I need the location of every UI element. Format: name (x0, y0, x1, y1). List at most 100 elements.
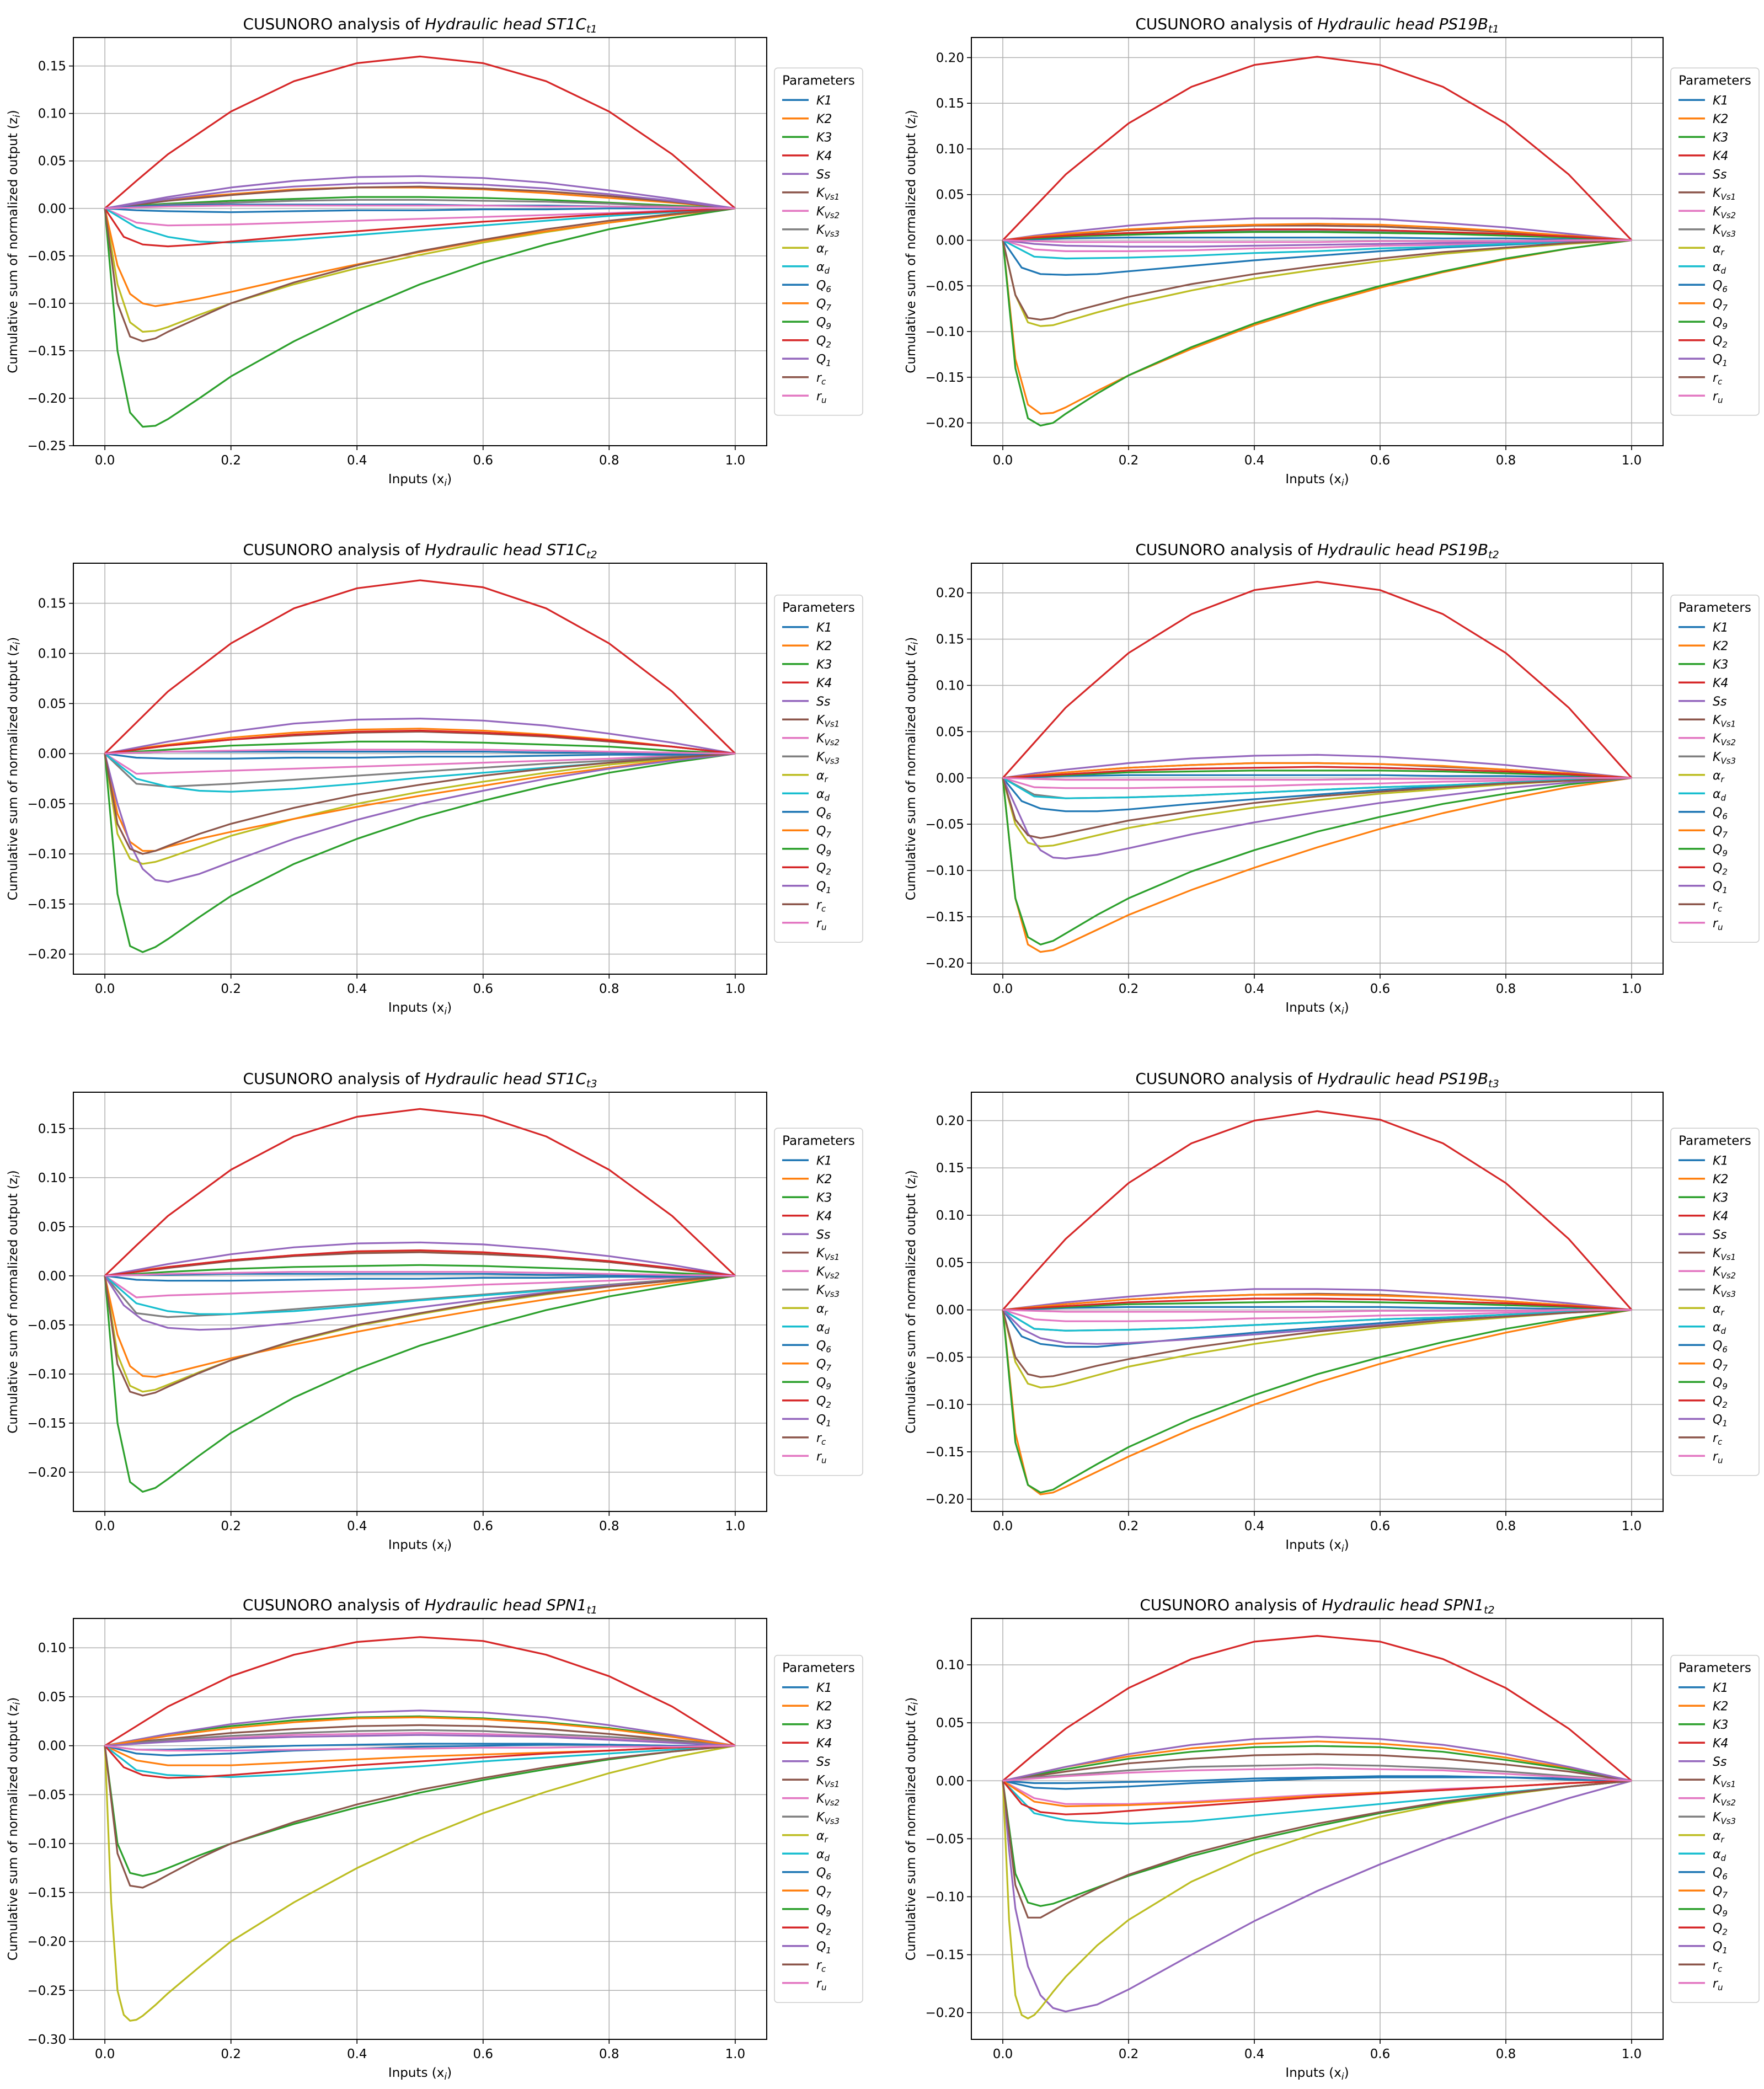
x-tick-label: 1.0 (1622, 982, 1642, 996)
y-tick-label: −0.20 (926, 416, 964, 431)
legend-label-K4: K4 (816, 1737, 832, 1750)
y-tick-label: 0.10 (936, 1209, 964, 1223)
series-line-K4 (1002, 56, 1633, 241)
y-axis-label: Cumulative sum of normalized output (zi) (6, 110, 23, 373)
series-line-Q2 (1002, 1780, 1632, 1815)
legend-label-K3: K3 (1713, 131, 1728, 145)
legend-title: Parameters (1679, 73, 1751, 88)
legend-label-K4: K4 (1713, 1210, 1728, 1224)
x-axis-label: Inputs (xi) (388, 472, 452, 489)
y-tick-label: 0.10 (936, 142, 964, 157)
series-line-K4 (104, 1636, 736, 1747)
legend-label-Q7: Q7 (816, 1884, 831, 1900)
legend: Parameters K1 K2 K3 K4 Ss KVs1 KVs2 KVs3 αr αd Q6 Q7… (774, 67, 863, 416)
legend-label-K1: K1 (1713, 1154, 1728, 1168)
series-line-K3 (1002, 1309, 1632, 1494)
y-tick-label: −0.15 (926, 371, 964, 385)
legend-label-K4: K4 (1713, 676, 1728, 690)
x-tick-label: 1.0 (725, 453, 746, 468)
y-axis-label: Cumulative sum of normalized output (zi) (6, 1170, 23, 1433)
legend-label-Kvs1: KVs1 (1713, 186, 1736, 202)
legend-label-Q6: Q6 (816, 806, 831, 821)
y-axis-label: Cumulative sum of normalized output (zi) (904, 1170, 921, 1433)
chart-panel-2: 0.0 0.2 0.4 0.6 0.8 1.0 −0.20 −0.15 −0.10 −0.05 0.… (904, 15, 1760, 489)
x-tick-label: 0.0 (993, 1519, 1013, 1534)
series-group (1002, 580, 1633, 953)
x-tick-label: 0.4 (1244, 1519, 1265, 1534)
x-tick-label: 0.6 (1370, 453, 1391, 468)
plot-frame (73, 37, 767, 446)
legend-label-K1: K1 (1713, 94, 1728, 108)
series-line-ru (104, 1745, 735, 1752)
y-tick-label: 0.00 (38, 202, 66, 216)
legend-label-Ss: Ss (1713, 168, 1726, 181)
legend-label-Ss: Ss (816, 1755, 830, 1769)
legend-title: Parameters (782, 601, 855, 615)
series-line-Q1 (1002, 777, 1632, 859)
series-line-Q7 (1002, 762, 1632, 779)
series-line-Ss (1002, 1288, 1632, 1311)
series-line-Kvs2 (1002, 1309, 1632, 1322)
series-line-Q6 (1002, 237, 1632, 242)
legend-label-Kvs1: KVs1 (1713, 1247, 1736, 1262)
series-line-Kvs3 (104, 1275, 736, 1318)
y-tick-label: −0.30 (28, 2033, 66, 2047)
x-tick-label: 0.4 (1244, 2047, 1265, 2061)
legend-label-Q7: Q7 (1713, 1884, 1728, 1900)
legend-label-αr: αr (816, 242, 828, 257)
series-line-Kvs2 (104, 207, 735, 227)
y-tick-label: 0.05 (936, 1716, 964, 1730)
series-line-K3 (1002, 1745, 1632, 1782)
x-tick-label: 0.6 (473, 2047, 493, 2061)
series-line-K3 (105, 1264, 735, 1277)
y-tick-label: 0.05 (936, 725, 964, 739)
x-tick-label: 0.6 (1370, 2047, 1391, 2061)
series-line-ru (105, 205, 735, 210)
series-group (1002, 1634, 1633, 2019)
x-axis-label: Inputs (xi) (388, 1538, 452, 1554)
legend-label-Q7: Q7 (816, 824, 831, 840)
y-tick-label: −0.05 (926, 279, 964, 293)
series-line-K4 (1002, 1110, 1633, 1311)
legend-label-K3: K3 (816, 1191, 832, 1205)
legend-label-Q9: Q9 (1713, 1903, 1728, 1919)
legend-label-K1: K1 (816, 1154, 832, 1168)
series-line-Q7 (1002, 1294, 1632, 1311)
chart-panel-8: 0.0 0.2 0.4 0.6 0.8 1.0 −0.20 −0.15 −0.10 −0.05 0.… (904, 1596, 1760, 2082)
legend-label-Q1: Q1 (1713, 1413, 1728, 1428)
x-tick-label: 1.0 (1622, 2047, 1642, 2061)
series-line-rc (104, 1275, 736, 1397)
x-tick-label: 0.8 (1496, 2047, 1516, 2061)
series-line-Kvs1 (104, 1724, 736, 1747)
y-tick-label: 0.05 (38, 1220, 66, 1235)
y-tick-label: 0.00 (38, 747, 66, 761)
legend-label-Ss: Ss (1713, 1228, 1726, 1242)
series-line-Kvs2 (104, 752, 735, 775)
legend-label-αr: αr (1713, 1302, 1725, 1317)
series-line-K2 (1002, 1309, 1632, 1495)
x-tick-label: 0.6 (473, 1519, 493, 1534)
legend-label-Q6: Q6 (816, 1866, 831, 1882)
y-tick-label: 0.10 (936, 1658, 964, 1673)
legend-title: Parameters (1679, 1134, 1751, 1148)
legend-label-rc: rc (1713, 1958, 1723, 1974)
series-group (104, 579, 736, 953)
x-tick-label: 0.8 (599, 982, 619, 996)
series-line-K1 (105, 207, 735, 213)
y-tick-label: −0.20 (28, 1935, 66, 1949)
legend-label-αd: αd (1713, 1321, 1726, 1336)
legend-label-Kvs1: KVs1 (1713, 1773, 1736, 1789)
series-line-Q6 (1002, 1776, 1632, 1790)
series-line-Kvs3 (1002, 1764, 1632, 1782)
legend-label-Kvs3: KVs3 (1713, 1810, 1736, 1826)
series-line-Ss (104, 175, 736, 210)
legend-label-αr: αr (816, 769, 828, 784)
y-tick-label: −0.15 (28, 344, 66, 359)
x-tick-label: 1.0 (725, 982, 746, 996)
legend-label-Q6: Q6 (1713, 1339, 1728, 1354)
series-line-αd (1002, 1780, 1632, 1825)
y-axis-label: Cumulative sum of normalized output (zi) (904, 637, 921, 900)
series-line-K1 (1002, 1775, 1632, 1785)
series-line-Kvs3 (104, 1729, 736, 1747)
legend-label-αd: αd (1713, 260, 1726, 276)
